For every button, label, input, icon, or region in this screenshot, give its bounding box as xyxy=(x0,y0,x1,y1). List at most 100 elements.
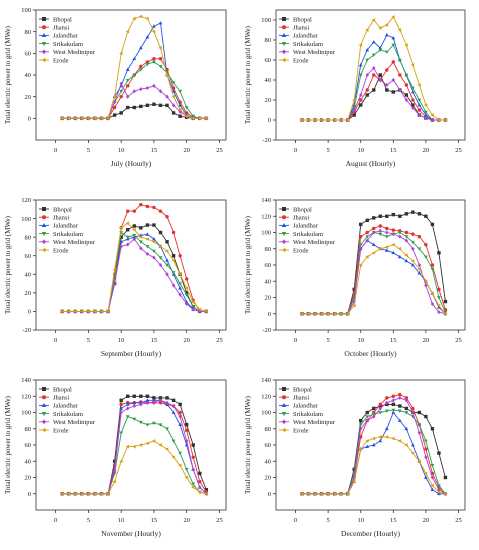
data-point xyxy=(385,396,389,400)
y-axis-label: Total electric power to grid (MWe) xyxy=(4,25,12,124)
data-point xyxy=(384,50,389,55)
data-point xyxy=(184,468,189,472)
x-tick-label: 5 xyxy=(327,147,330,154)
y-tick-label: 100 xyxy=(261,230,271,237)
data-point xyxy=(397,58,402,63)
data-point xyxy=(73,491,77,496)
x-tick-label: 5 xyxy=(87,337,90,344)
data-point xyxy=(385,230,389,235)
data-point xyxy=(391,410,396,414)
data-point xyxy=(112,113,117,117)
data-point xyxy=(300,311,304,316)
data-point xyxy=(204,116,208,121)
data-point xyxy=(119,89,124,94)
data-point xyxy=(378,246,382,251)
y-tick-label: -20 xyxy=(22,327,31,334)
legend-marker xyxy=(281,412,287,416)
data-point xyxy=(423,103,428,107)
data-point xyxy=(397,254,402,259)
data-point xyxy=(417,247,422,251)
data-point xyxy=(358,43,363,47)
legend-marker xyxy=(281,223,287,227)
data-point xyxy=(178,422,183,427)
y-tick-label: 100 xyxy=(261,410,271,417)
data-point xyxy=(443,118,447,122)
plot-frame xyxy=(275,9,466,141)
data-point xyxy=(119,431,124,435)
legend-label: West Medinipur xyxy=(293,239,336,246)
legend-marker xyxy=(41,247,46,253)
data-point xyxy=(152,421,156,426)
data-point xyxy=(145,223,150,227)
x-tick-label: 15 xyxy=(151,147,158,154)
data-point xyxy=(352,107,356,113)
data-point xyxy=(132,233,137,238)
x-axis-label: July (Hourly) xyxy=(111,159,152,168)
data-point xyxy=(378,438,383,443)
data-point xyxy=(125,221,130,226)
data-point xyxy=(391,35,396,40)
data-point xyxy=(404,426,409,431)
data-point xyxy=(151,29,156,34)
chart-panel: 0 5 10 15 20 25 -20 0 20 40 60 80 100 120 140 October (… xyxy=(240,190,479,370)
data-point xyxy=(158,262,163,268)
data-point xyxy=(184,114,189,119)
data-point xyxy=(384,245,389,249)
legend-label: Bhopal xyxy=(53,386,72,393)
data-point xyxy=(138,240,143,244)
data-point xyxy=(345,491,350,496)
data-point xyxy=(410,451,415,455)
y-tick-label: 120 xyxy=(261,393,271,400)
legend-marker xyxy=(282,49,286,55)
series-line xyxy=(62,204,207,312)
legend-marker xyxy=(41,403,47,407)
y-tick-label: 0 xyxy=(268,311,271,318)
data-point xyxy=(397,409,402,413)
data-point xyxy=(410,86,415,91)
data-point xyxy=(165,263,169,268)
data-point xyxy=(125,29,130,34)
legend-label: Srikakulam xyxy=(293,41,323,48)
data-point xyxy=(145,62,150,67)
data-point xyxy=(391,77,396,83)
data-point xyxy=(339,118,343,122)
data-point xyxy=(384,248,389,252)
data-point xyxy=(171,410,176,414)
data-point xyxy=(378,48,383,53)
data-point xyxy=(378,402,382,407)
data-point xyxy=(152,205,156,210)
legend-marker xyxy=(281,247,286,253)
data-point xyxy=(397,28,402,32)
data-point xyxy=(178,451,183,456)
data-point xyxy=(119,81,123,86)
data-point xyxy=(397,418,402,422)
data-point xyxy=(171,94,175,99)
data-point xyxy=(397,439,402,443)
x-tick-label: 5 xyxy=(87,517,90,524)
data-point xyxy=(191,300,195,305)
y-tick-label: 20 xyxy=(25,94,32,101)
data-point xyxy=(66,309,71,314)
data-point xyxy=(411,105,415,111)
data-point xyxy=(424,283,428,288)
x-tick-label: 25 xyxy=(455,337,462,344)
data-point xyxy=(443,475,448,480)
data-point xyxy=(79,491,84,496)
data-point xyxy=(365,72,369,78)
data-point xyxy=(132,224,136,228)
data-point xyxy=(365,439,369,443)
data-point xyxy=(404,258,409,263)
data-point xyxy=(106,116,110,121)
data-point xyxy=(112,468,117,474)
series-erode xyxy=(300,435,447,496)
data-point xyxy=(158,443,162,447)
data-point xyxy=(60,116,64,121)
data-point xyxy=(178,89,183,94)
legend-label: Erode xyxy=(53,247,69,254)
data-point xyxy=(365,47,370,52)
data-point xyxy=(417,98,422,103)
data-point xyxy=(398,234,402,239)
data-point xyxy=(385,88,389,92)
